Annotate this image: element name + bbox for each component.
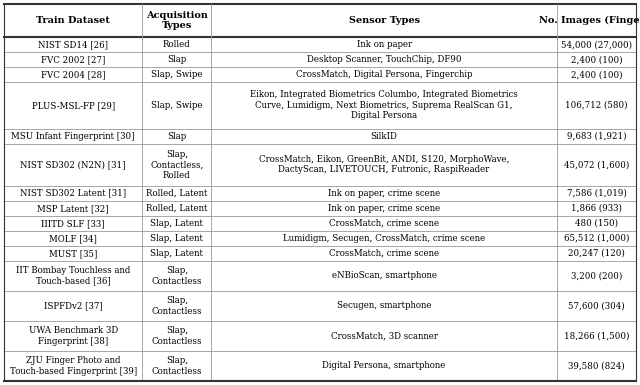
Text: Rolled, Latent: Rolled, Latent (146, 204, 207, 213)
Text: 39,580 (824): 39,580 (824) (568, 362, 625, 370)
Text: MSU Infant Fingerprint [30]: MSU Infant Fingerprint [30] (12, 132, 135, 141)
Text: ZJU Finger Photo and
Touch-based Fingerprint [39]: ZJU Finger Photo and Touch-based Fingerp… (10, 356, 137, 376)
Text: Secugen, smartphone: Secugen, smartphone (337, 301, 431, 310)
Text: CrossMatch, crime scene: CrossMatch, crime scene (329, 249, 439, 258)
Text: Train Dataset: Train Dataset (36, 16, 110, 25)
Text: Ink on paper, crime scene: Ink on paper, crime scene (328, 204, 440, 213)
Text: Slap: Slap (167, 132, 186, 141)
Text: Slap, Latent: Slap, Latent (150, 249, 204, 258)
Text: PLUS-MSL-FP [29]: PLUS-MSL-FP [29] (31, 101, 115, 110)
Text: 57,600 (304): 57,600 (304) (568, 301, 625, 310)
Text: FVC 2004 [28]: FVC 2004 [28] (41, 70, 106, 79)
Text: Rolled: Rolled (163, 40, 191, 49)
Text: Ink on paper: Ink on paper (356, 40, 412, 49)
Text: Sensor Types: Sensor Types (349, 16, 420, 25)
Text: Slap,
Contactless: Slap, Contactless (152, 326, 202, 346)
Text: 20,247 (120): 20,247 (120) (568, 249, 625, 258)
Text: 7,586 (1,019): 7,586 (1,019) (566, 189, 627, 198)
Text: 1,866 (933): 1,866 (933) (571, 204, 622, 213)
Text: Slap, Swipe: Slap, Swipe (151, 70, 203, 79)
Text: Acquisition
Types: Acquisition Types (146, 11, 208, 30)
Text: CrossMatch, 3D scanner: CrossMatch, 3D scanner (331, 331, 438, 340)
Text: 480 (150): 480 (150) (575, 219, 618, 228)
Text: eNBioScan, smartphone: eNBioScan, smartphone (332, 271, 436, 280)
Text: NIST SD14 [26]: NIST SD14 [26] (38, 40, 108, 49)
Text: Rolled, Latent: Rolled, Latent (146, 189, 207, 198)
Text: Slap, Latent: Slap, Latent (150, 219, 204, 228)
Text: Desktop Scanner, TouchChip, DF90: Desktop Scanner, TouchChip, DF90 (307, 55, 461, 64)
Text: 106,712 (580): 106,712 (580) (565, 101, 628, 110)
Text: 65,512 (1,000): 65,512 (1,000) (564, 234, 629, 243)
Text: NIST SD302 Latent [31]: NIST SD302 Latent [31] (20, 189, 126, 198)
Text: Lumidigm, Secugen, CrossMatch, crime scene: Lumidigm, Secugen, CrossMatch, crime sce… (283, 234, 485, 243)
Text: NIST SD302 (N2N) [31]: NIST SD302 (N2N) [31] (20, 160, 126, 169)
Text: Digital Persona, smartphone: Digital Persona, smartphone (323, 362, 446, 370)
Text: 2,400 (100): 2,400 (100) (571, 55, 622, 64)
Text: 2,400 (100): 2,400 (100) (571, 70, 622, 79)
Text: SilkID: SilkID (371, 132, 397, 141)
Text: MOLF [34]: MOLF [34] (49, 234, 97, 243)
Text: MUST [35]: MUST [35] (49, 249, 97, 258)
Text: Slap: Slap (167, 55, 186, 64)
Text: Slap,
Contactless: Slap, Contactless (152, 296, 202, 316)
Text: 9,683 (1,921): 9,683 (1,921) (566, 132, 627, 141)
Text: Slap,
Contactless: Slap, Contactless (152, 266, 202, 286)
Text: 18,266 (1,500): 18,266 (1,500) (564, 331, 629, 340)
Text: IIITD SLF [33]: IIITD SLF [33] (42, 219, 105, 228)
Text: Slap,
Contactless,
Rolled: Slap, Contactless, Rolled (150, 150, 204, 180)
Text: 45,072 (1,600): 45,072 (1,600) (564, 160, 629, 169)
Text: CrossMatch, Digital Persona, Fingerchip: CrossMatch, Digital Persona, Fingerchip (296, 70, 472, 79)
Text: Slap, Latent: Slap, Latent (150, 234, 204, 243)
Text: ISPFDv2 [37]: ISPFDv2 [37] (44, 301, 102, 310)
Text: Slap, Swipe: Slap, Swipe (151, 101, 203, 110)
Text: 54,000 (27,000): 54,000 (27,000) (561, 40, 632, 49)
Text: CrossMatch, Eikon, GreenBit, ANDI, S120, MorphoWave,
DactyScan, LIVETOUCH, Futro: CrossMatch, Eikon, GreenBit, ANDI, S120,… (259, 155, 509, 174)
Text: UWA Benchmark 3D
Fingerprint [38]: UWA Benchmark 3D Fingerprint [38] (29, 326, 118, 346)
Text: FVC 2002 [27]: FVC 2002 [27] (41, 55, 106, 64)
Text: Slap,
Contactless: Slap, Contactless (152, 356, 202, 376)
Text: CrossMatch, crime scene: CrossMatch, crime scene (329, 219, 439, 228)
Text: 3,200 (200): 3,200 (200) (571, 271, 622, 280)
Text: Ink on paper, crime scene: Ink on paper, crime scene (328, 189, 440, 198)
Text: IIT Bombay Touchless and
Touch-based [36]: IIT Bombay Touchless and Touch-based [36… (16, 266, 131, 286)
Text: MSP Latent [32]: MSP Latent [32] (37, 204, 109, 213)
Text: Eikon, Integrated Biometrics Columbo, Integrated Biometrics
Curve, Lumidigm, Nex: Eikon, Integrated Biometrics Columbo, In… (250, 90, 518, 120)
Text: No. Images (Fingers): No. Images (Fingers) (539, 16, 640, 25)
